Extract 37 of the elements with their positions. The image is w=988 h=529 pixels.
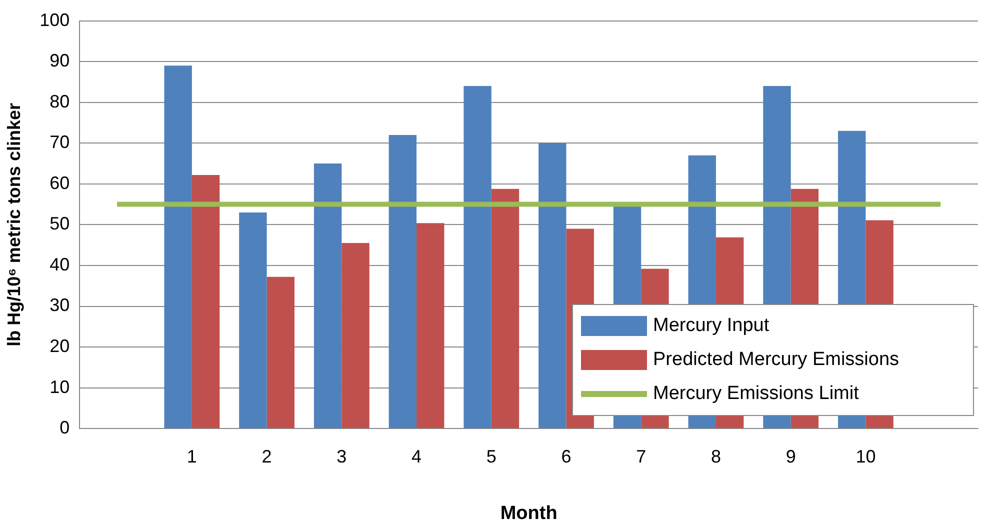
x-tick-label: 7 (636, 446, 646, 466)
y-tick-label: 80 (50, 91, 70, 112)
x-axis-title: Month (500, 502, 558, 524)
bar (388, 134, 417, 428)
x-tick-label: 1 (186, 446, 197, 466)
y-tick-label: 0 (60, 418, 70, 438)
y-axis-title: lb Hg/10⁶ metric tons clinker (4, 103, 24, 346)
y-tick-label: 70 (50, 132, 70, 152)
y-tick-label: 50 (50, 214, 70, 234)
bar (164, 66, 192, 428)
x-tick-label: 5 (486, 446, 496, 466)
legend-label: Predicted Mercury Emissions (653, 349, 900, 371)
y-tick-label: 40 (50, 254, 70, 274)
bar (192, 174, 220, 428)
y-tick-label: 30 (50, 295, 70, 316)
bar (416, 223, 444, 428)
y-tick-label: 90 (50, 50, 70, 71)
bar (314, 164, 342, 428)
legend-label: Mercury Input (653, 315, 770, 337)
bar (239, 212, 267, 428)
x-tick-label: 4 (412, 446, 422, 466)
x-tick-label: 10 (856, 446, 876, 466)
y-tick-label: 10 (50, 376, 70, 397)
x-tick-label: 6 (561, 446, 572, 466)
bar (342, 243, 370, 428)
y-tick-label: 100 (40, 10, 70, 30)
x-tick-label: 2 (262, 446, 272, 466)
x-tick-label: 9 (786, 446, 796, 466)
y-tick-label: 20 (50, 336, 70, 356)
bar (538, 143, 566, 428)
bar (464, 86, 492, 428)
legend-label: Mercury Emissions Limit (653, 383, 859, 405)
bar (491, 188, 520, 428)
y-tick-label: 60 (50, 172, 70, 193)
x-tick-label: 8 (710, 446, 721, 466)
bar (266, 276, 294, 428)
x-tick-label: 3 (336, 446, 347, 466)
